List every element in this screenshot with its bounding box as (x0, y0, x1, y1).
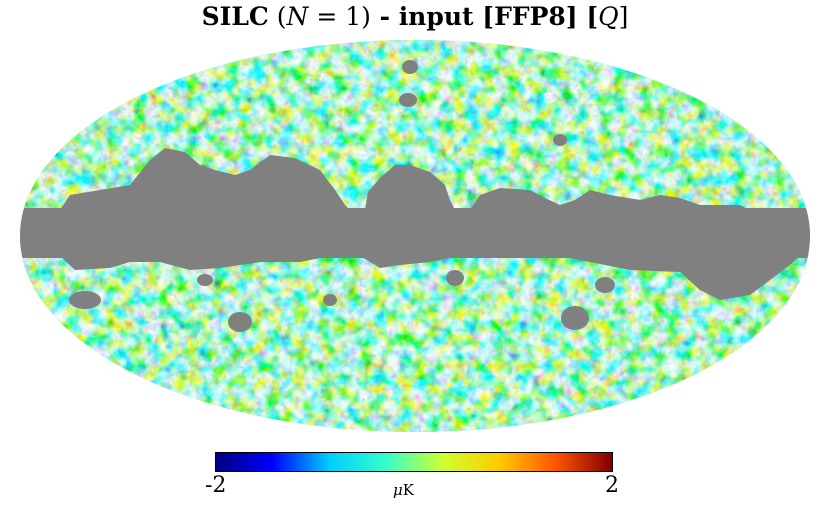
colorbar-unit-label: μK (393, 478, 414, 502)
mask-lower-center (360, 256, 460, 268)
mask-blob-g (399, 93, 417, 107)
colorbar-min-label: -2 (205, 473, 227, 498)
mask-blob-f (402, 60, 418, 74)
mask-blob-j (197, 274, 213, 286)
mask-band (20, 208, 810, 258)
mask-blob-e (595, 277, 615, 293)
title-math-rest: = 1) (308, 2, 371, 31)
map-title: SILC (N = 1) - input [FFP8] [Q] (0, 2, 830, 32)
title-suffix: - input [FFP8] [ (370, 2, 599, 31)
unit-rest: K (402, 481, 414, 499)
mask-blob-i (323, 294, 337, 306)
map-field (20, 40, 810, 432)
title-math-open: ( (276, 2, 287, 31)
unit-mu: μ (393, 481, 403, 499)
mask-lower-left (60, 256, 330, 270)
title-close: ] (618, 2, 629, 31)
mask-blob-d (561, 306, 589, 330)
galactic-mask (20, 60, 810, 332)
mask-upper-right (470, 188, 750, 210)
mask-lower-right (560, 256, 800, 300)
mask-blob-h (446, 270, 464, 286)
mask-blob-a (400, 171, 436, 195)
mask-blob-k (553, 134, 567, 146)
colorbar (215, 452, 613, 472)
title-math-var: N (286, 2, 309, 31)
colorbar-max-label: 2 (605, 473, 619, 498)
title-stokes: Q (598, 2, 619, 31)
mask-blob-c (228, 312, 252, 332)
mask-blob-b (69, 291, 101, 309)
mask-upper-left (60, 148, 350, 210)
title-prefix: SILC (201, 2, 269, 31)
